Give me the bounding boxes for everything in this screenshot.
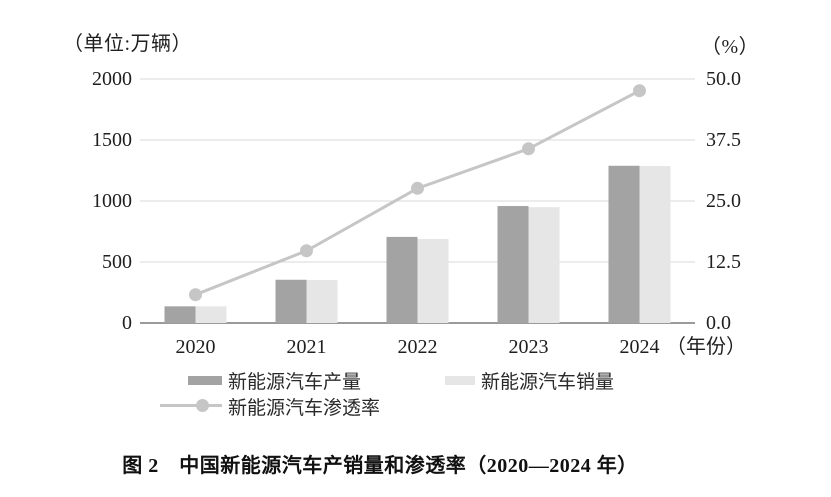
penetration-marker-2020: [189, 288, 202, 302]
penetration-marker-2024: [633, 84, 646, 98]
x-label-2023: 2023: [508, 336, 549, 358]
x-label-2022: 2022: [397, 336, 438, 358]
right-tick-25: 25.0: [706, 190, 741, 212]
bar-production-2024: [608, 165, 640, 323]
bar-production-2022: [386, 236, 418, 323]
line-segment: [160, 404, 222, 407]
figure-caption: 图 2 中国新能源汽车产销量和渗透率（2020—2024 年）: [122, 455, 638, 477]
legend-sales-label: 新能源汽车销量: [481, 371, 615, 393]
left-tick-2000: 2000: [92, 68, 132, 90]
bar-production-2020: [164, 306, 196, 323]
right-tick-0: 0.0: [706, 312, 731, 334]
x-axis-unit-label: （年份）: [666, 336, 746, 358]
x-label-2024: 2024: [619, 336, 660, 358]
penetration-marker-2023: [522, 142, 535, 156]
sales-bar-swatch-icon: [445, 375, 475, 385]
chart-plot: [140, 78, 695, 324]
bar-sales-2023: [528, 207, 560, 323]
x-label-2021: 2021: [286, 336, 327, 358]
penetration-marker-2022: [411, 181, 424, 195]
legend-penetration-label: 新能源汽车渗透率: [228, 397, 381, 419]
left-tick-500: 500: [102, 251, 132, 273]
bar-sales-2022: [417, 238, 449, 323]
right-tick-12-5: 12.5: [706, 251, 741, 273]
penetration-line-swatch-icon: [160, 399, 222, 413]
bar-production-2023: [497, 206, 529, 323]
right-tick-37-5: 37.5: [706, 129, 741, 151]
production-bar-swatch-icon: [188, 375, 222, 385]
right-tick-50: 50.0: [706, 68, 741, 90]
penetration-marker-2021: [300, 244, 313, 258]
bar-sales-2020: [195, 306, 227, 323]
left-tick-1000: 1000: [92, 190, 132, 212]
legend-item-production: 新能源汽车产量: [188, 369, 362, 393]
legend-item-penetration: 新能源汽车渗透率: [160, 395, 381, 419]
bar-sales-2021: [306, 280, 338, 323]
left-tick-1500: 1500: [92, 129, 132, 151]
left-axis-unit-label: （单位:万辆）: [63, 33, 193, 55]
left-tick-0: 0: [122, 312, 132, 334]
legend-production-label: 新能源汽车产量: [228, 371, 362, 393]
legend-item-sales: 新能源汽车销量: [445, 369, 615, 393]
line-marker-dot: [196, 399, 209, 412]
bar-sales-2024: [639, 166, 671, 323]
bar-production-2021: [275, 279, 307, 323]
x-label-2020: 2020: [175, 336, 216, 358]
right-axis-unit-label: （%）: [701, 36, 760, 58]
